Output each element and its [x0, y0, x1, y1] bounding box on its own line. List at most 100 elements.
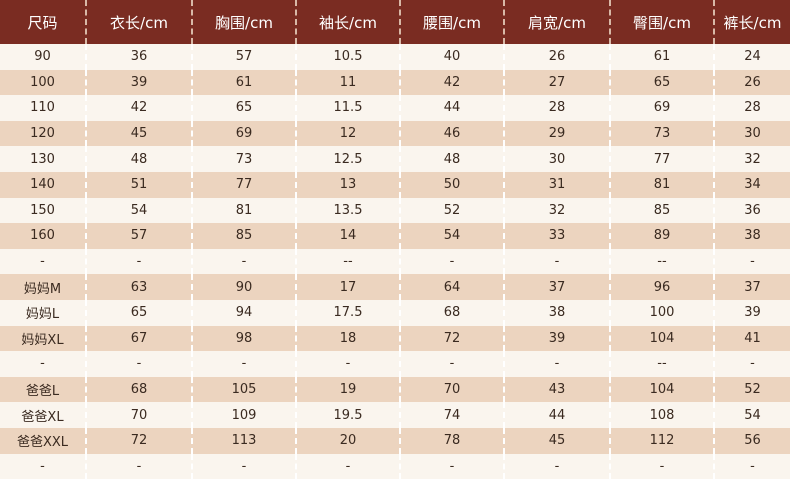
measurement-cell: 37	[714, 274, 790, 300]
measurement-cell: 50	[400, 172, 504, 198]
size-label-cell: 妈妈M	[0, 274, 86, 300]
measurement-cell: 28	[504, 95, 610, 121]
measurement-cell: 85	[192, 223, 296, 249]
header-length: 衣长/cm	[86, 0, 192, 44]
measurement-cell: 63	[86, 274, 192, 300]
size-label-cell: -	[0, 454, 86, 479]
measurement-cell: 57	[86, 223, 192, 249]
measurement-cell: 32	[504, 198, 610, 224]
measurement-cell: 51	[86, 172, 192, 198]
measurement-cell: -	[610, 454, 714, 479]
measurement-cell: 94	[192, 300, 296, 326]
table-row: ----------	[0, 249, 790, 275]
measurement-cell: 26	[714, 70, 790, 96]
measurement-cell: -	[86, 351, 192, 377]
measurement-cell: -	[714, 351, 790, 377]
measurement-cell: 31	[504, 172, 610, 198]
measurement-cell: 38	[714, 223, 790, 249]
measurement-cell: 73	[610, 121, 714, 147]
measurement-cell: -	[86, 454, 192, 479]
measurement-cell: 36	[714, 198, 790, 224]
measurement-cell: 72	[400, 326, 504, 352]
measurement-cell: 24	[714, 44, 790, 70]
measurement-cell: 45	[86, 121, 192, 147]
header-waist: 腰围/cm	[400, 0, 504, 44]
measurement-cell: 18	[296, 326, 400, 352]
measurement-cell: 112	[610, 428, 714, 454]
measurement-cell: -	[400, 351, 504, 377]
measurement-cell: 44	[504, 402, 610, 428]
size-label-cell: 150	[0, 198, 86, 224]
size-label-cell: 爸爸L	[0, 377, 86, 403]
measurement-cell: 10.5	[296, 44, 400, 70]
measurement-cell: 65	[192, 95, 296, 121]
measurement-cell: 77	[610, 146, 714, 172]
measurement-cell: 69	[192, 121, 296, 147]
measurement-cell: 36	[86, 44, 192, 70]
measurement-cell: 68	[400, 300, 504, 326]
measurement-cell: 70	[400, 377, 504, 403]
measurement-cell: 52	[400, 198, 504, 224]
measurement-cell: -	[296, 351, 400, 377]
measurement-cell: 72	[86, 428, 192, 454]
size-label-cell: -	[0, 351, 86, 377]
measurement-cell: 30	[714, 121, 790, 147]
size-label-cell: 爸爸XL	[0, 402, 86, 428]
measurement-cell: --	[610, 249, 714, 275]
header-chest: 胸围/cm	[192, 0, 296, 44]
measurement-cell: 20	[296, 428, 400, 454]
table-row: ---------	[0, 351, 790, 377]
measurement-cell: 98	[192, 326, 296, 352]
measurement-cell: --	[610, 351, 714, 377]
measurement-cell: 77	[192, 172, 296, 198]
measurement-cell: 40	[400, 44, 504, 70]
measurement-cell: --	[296, 249, 400, 275]
measurement-cell: 11.5	[296, 95, 400, 121]
measurement-cell: 12.5	[296, 146, 400, 172]
measurement-cell: -	[714, 249, 790, 275]
measurement-cell: 68	[86, 377, 192, 403]
measurement-cell: 27	[504, 70, 610, 96]
size-label-cell: 爸爸XXL	[0, 428, 86, 454]
measurement-cell: 100	[610, 300, 714, 326]
measurement-cell: -	[192, 249, 296, 275]
size-label-cell: 妈妈L	[0, 300, 86, 326]
measurement-cell: 29	[504, 121, 610, 147]
size-label-cell: 130	[0, 146, 86, 172]
measurement-cell: 12	[296, 121, 400, 147]
measurement-cell: 69	[610, 95, 714, 121]
table-row: --------	[0, 454, 790, 479]
measurement-cell: 57	[192, 44, 296, 70]
measurement-cell: 17.5	[296, 300, 400, 326]
measurement-cell: 33	[504, 223, 610, 249]
measurement-cell: 90	[192, 274, 296, 300]
measurement-cell: 61	[192, 70, 296, 96]
header-size: 尺码	[0, 0, 86, 44]
measurement-cell: -	[192, 454, 296, 479]
size-label-cell: -	[0, 249, 86, 275]
measurement-cell: -	[192, 351, 296, 377]
size-label-cell: 90	[0, 44, 86, 70]
measurement-cell: 56	[714, 428, 790, 454]
measurement-cell: 70	[86, 402, 192, 428]
measurement-cell: 109	[192, 402, 296, 428]
measurement-cell: 81	[192, 198, 296, 224]
measurement-cell: 34	[714, 172, 790, 198]
measurement-cell: -	[86, 249, 192, 275]
measurement-cell: 52	[714, 377, 790, 403]
measurement-cell: 32	[714, 146, 790, 172]
measurement-cell: 74	[400, 402, 504, 428]
header-sleeve: 袖长/cm	[296, 0, 400, 44]
